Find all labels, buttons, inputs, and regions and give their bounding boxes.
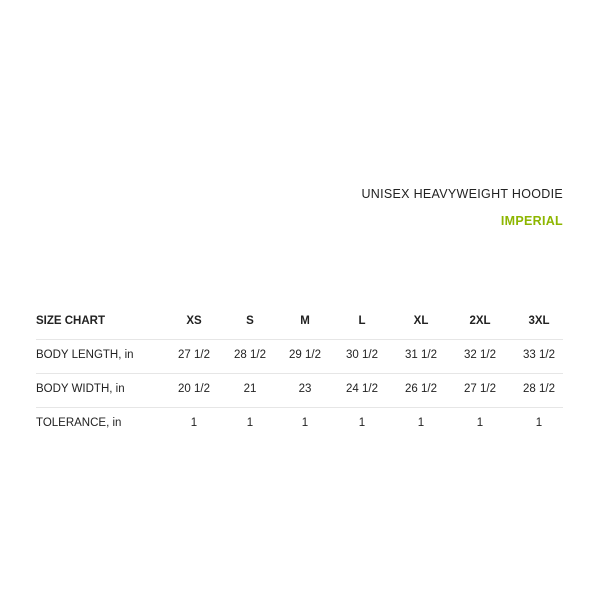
table-cell: 28 1/2 [234,349,266,361]
header-3xl: 3XL [528,315,550,327]
table-cell: 21 [243,383,257,395]
product-title: UNISEX HEAVYWEIGHT HOODIE [361,187,563,201]
table-cell: 27 1/2 [464,383,496,395]
table-cell: 28 1/2 [523,383,555,395]
table-cell: 1 [190,417,198,429]
row-label: BODY LENGTH, in [36,349,134,361]
header-2xl: 2XL [469,315,491,327]
table-cell: 1 [476,417,484,429]
table-cell: 1 [358,417,366,429]
table-cell: 1 [417,417,425,429]
table-header-row: SIZE CHART XS S M L XL 2XL 3XL [36,306,563,340]
table-cell: 27 1/2 [178,349,210,361]
table-row: TOLERANCE, in 1 1 1 1 1 1 1 [36,408,563,441]
table-row: BODY WIDTH, in 20 1/2 21 23 24 1/2 26 1/… [36,374,563,408]
table-cell: 30 1/2 [346,349,378,361]
header-m: M [300,315,310,327]
header-xl: XL [413,315,429,327]
header-size-chart: SIZE CHART [36,315,105,327]
table-cell: 24 1/2 [346,383,378,395]
table-cell: 20 1/2 [178,383,210,395]
table-cell: 1 [301,417,309,429]
header-l: L [358,315,366,327]
unit-system-label: IMPERIAL [500,214,563,228]
table-cell: 33 1/2 [523,349,555,361]
table-cell: 1 [535,417,543,429]
header-s: S [246,315,254,327]
table-cell: 31 1/2 [405,349,437,361]
table-cell: 32 1/2 [464,349,496,361]
table-cell: 1 [246,417,254,429]
table-cell: 26 1/2 [405,383,437,395]
row-label: BODY WIDTH, in [36,383,125,395]
header-xs: XS [186,315,202,327]
row-label: TOLERANCE, in [36,417,122,429]
table-cell: 23 [298,383,312,395]
table-cell: 29 1/2 [289,349,321,361]
table-row: BODY LENGTH, in 27 1/2 28 1/2 29 1/2 30 … [36,340,563,374]
size-chart-table: SIZE CHART XS S M L XL 2XL 3XL BODY LENG… [36,306,563,441]
